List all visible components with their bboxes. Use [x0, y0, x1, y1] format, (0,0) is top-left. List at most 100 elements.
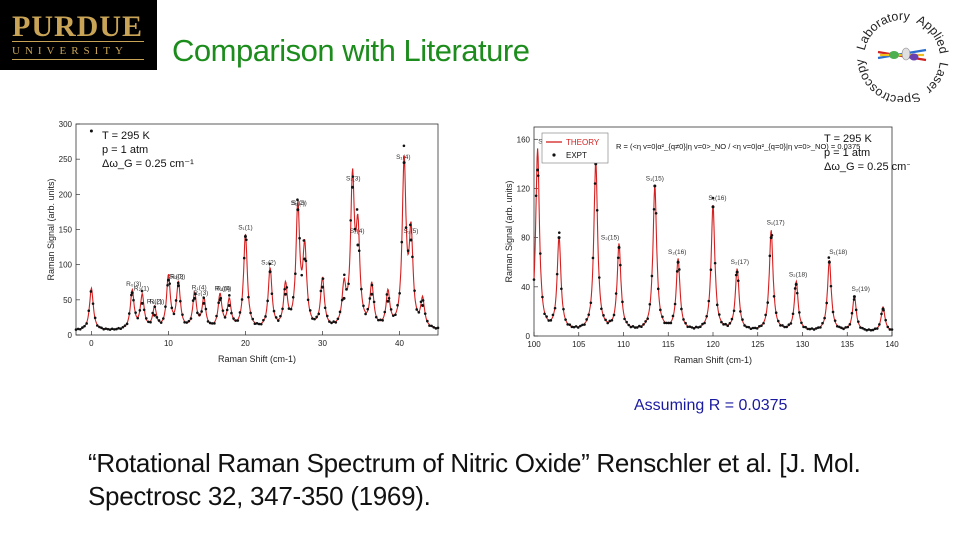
chart-low-shift: 0 10 20 30 40 0 50 100 150 200 250 300 Raman Shift (… — [46, 120, 440, 364]
expt-point — [285, 286, 289, 289]
expt-point — [362, 304, 365, 308]
y-axis-label: Raman Signal (arb. units) — [46, 178, 56, 280]
peak-label: S₁(17) — [767, 220, 785, 227]
expt-peak-point — [176, 284, 180, 288]
y-tick-label: 0 — [68, 331, 73, 340]
expt-point — [823, 316, 826, 320]
expt-point — [100, 326, 103, 330]
expt-point — [166, 284, 169, 287]
y-tick-label: 120 — [517, 184, 531, 193]
expt-point — [627, 323, 631, 327]
x-tick-label: 120 — [706, 340, 720, 349]
expt-point — [581, 323, 584, 327]
expt-point — [155, 316, 159, 319]
expt-point — [758, 325, 761, 328]
expt-point — [718, 313, 721, 316]
expt-point — [741, 318, 744, 321]
expt-point — [831, 310, 835, 314]
expt-peak-point — [370, 292, 374, 296]
expt-point — [682, 318, 685, 321]
y-tick-label: 40 — [521, 283, 530, 292]
expt-point — [566, 323, 569, 326]
expt-point — [385, 293, 389, 296]
x-tick-label: 20 — [241, 339, 250, 348]
expt-peak-point — [153, 313, 157, 317]
expt-point — [151, 311, 154, 315]
expt-point — [728, 322, 732, 325]
expt-point — [113, 328, 116, 331]
expt-point — [409, 223, 412, 227]
expt-point — [272, 309, 276, 313]
expt-point — [328, 320, 331, 323]
expt-point — [93, 316, 97, 320]
expt-point — [610, 318, 614, 322]
expt-point — [802, 325, 805, 329]
expt-point — [176, 281, 180, 285]
x-tick-label: 100 — [527, 340, 541, 349]
expt-point — [302, 239, 306, 242]
expt-point — [187, 319, 191, 323]
slide-title: Comparison with Literature — [172, 33, 530, 68]
expt-point — [713, 261, 717, 265]
expt-point — [281, 307, 284, 311]
expt-peak-point — [130, 291, 134, 295]
x-tick-label: 10 — [164, 339, 173, 348]
expt-point — [730, 317, 734, 321]
expt-point — [576, 326, 580, 329]
peak-label: R₀(3) — [126, 281, 141, 288]
expt-point — [663, 321, 666, 325]
expt-point — [640, 325, 643, 329]
expt-point — [859, 326, 862, 329]
peak-label: S₁(4) — [396, 154, 410, 161]
expt-point — [821, 321, 824, 325]
peak-label: S₂(0) — [169, 274, 184, 281]
expt-point — [366, 307, 370, 311]
condition-annotation: T = 295 K — [102, 130, 150, 142]
expt-point — [351, 175, 355, 178]
expt-point — [772, 295, 776, 298]
expt-point — [736, 279, 740, 283]
expt-point — [387, 297, 391, 300]
condition-annotation: Δω_G = 0.25 cm⁻¹ — [102, 158, 194, 170]
expt-peak-point — [351, 185, 355, 189]
expt-point — [654, 212, 658, 215]
expt-point — [798, 311, 801, 314]
expt-point — [572, 325, 576, 329]
x-tick-label: 40 — [395, 339, 404, 348]
expt-point — [545, 315, 548, 318]
y-tick-label: 0 — [526, 332, 531, 341]
expt-point — [789, 322, 793, 325]
expt-point — [648, 302, 652, 306]
expt-point — [91, 302, 95, 305]
expt-point — [857, 320, 860, 323]
expt-point — [751, 326, 755, 330]
expt-point — [206, 320, 210, 323]
lab-logo-word-laboratory: Laboratory — [854, 9, 911, 52]
expt-point — [140, 289, 144, 293]
expt-point — [210, 322, 214, 325]
peak-label: S₂(15) — [601, 234, 619, 241]
expt-point — [564, 318, 567, 321]
expt-point — [734, 273, 738, 277]
expt-point — [846, 325, 850, 329]
logo-rule-bottom — [12, 59, 144, 60]
expt-point — [270, 292, 274, 296]
expt-point — [637, 324, 641, 328]
expt-point — [827, 256, 831, 259]
expt-point — [806, 327, 810, 331]
expt-point — [130, 293, 133, 297]
expt-point — [534, 194, 538, 198]
expt-point — [678, 268, 681, 271]
expt-point — [257, 322, 261, 326]
expt-point — [671, 314, 675, 318]
expt-point — [579, 324, 582, 328]
expt-peak-point — [881, 307, 885, 311]
expt-point — [591, 256, 595, 260]
expt-point — [279, 314, 282, 318]
expt-peak-point — [243, 235, 247, 239]
expt-point — [189, 317, 193, 320]
expt-point — [543, 312, 546, 316]
x-tick-label: 105 — [572, 340, 586, 349]
peak-label: S₁(3) — [346, 175, 360, 182]
expt-point — [833, 319, 837, 322]
